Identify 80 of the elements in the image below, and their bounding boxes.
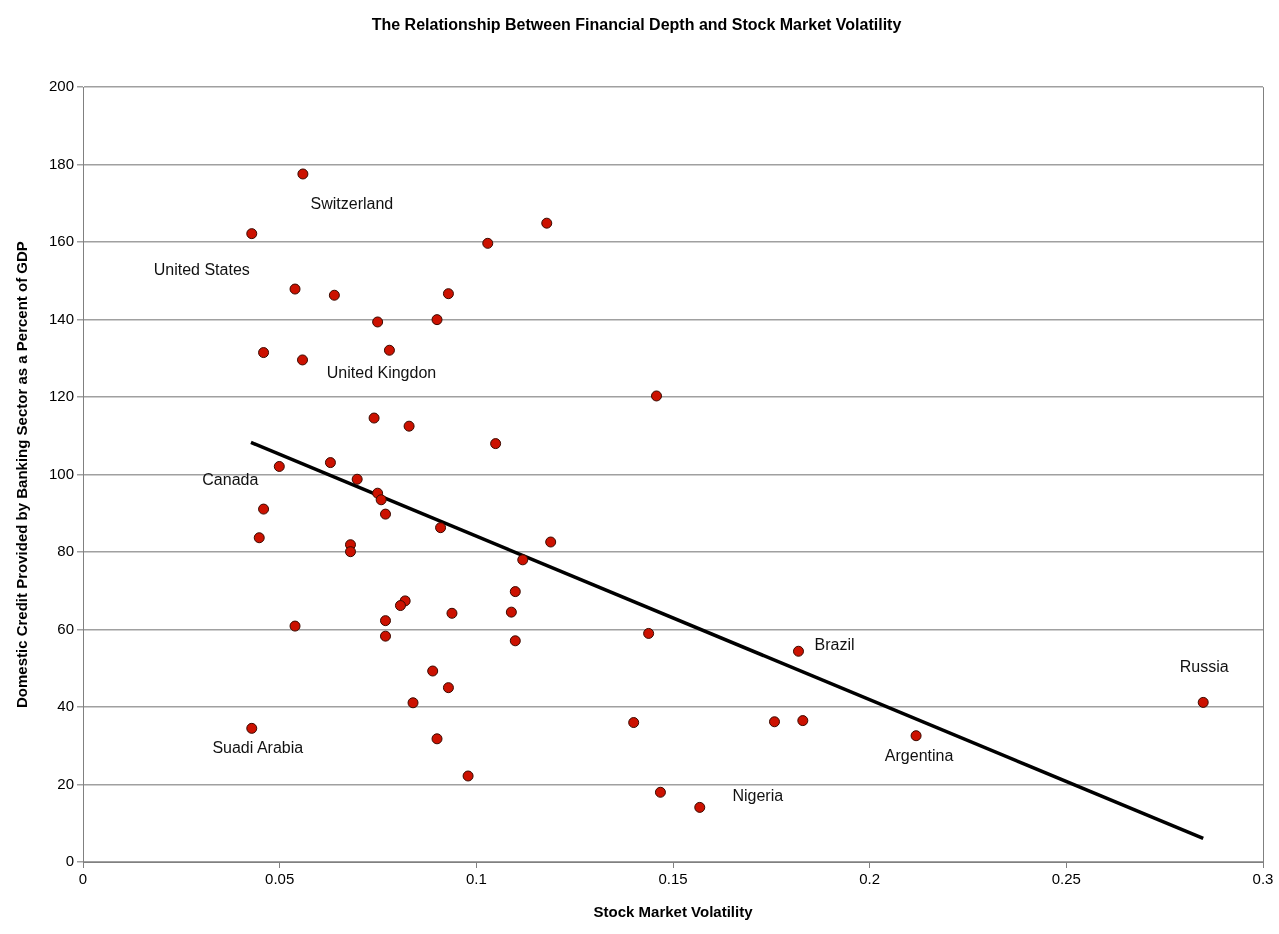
annotation: Argentina: [884, 747, 954, 765]
point: [328, 289, 340, 301]
point: [324, 457, 336, 469]
y-tick-label: 140: [49, 309, 75, 327]
annotation: Russia: [1179, 657, 1229, 675]
y-tick-label: 160: [49, 232, 75, 250]
point: [379, 630, 391, 642]
point: [442, 682, 454, 694]
point: [297, 354, 308, 366]
point: [509, 586, 521, 598]
point: [792, 645, 804, 657]
point: [289, 283, 301, 295]
y-tick-label: 0: [65, 852, 75, 870]
point: [797, 715, 809, 727]
point: [462, 770, 474, 782]
y-tick-label: 80: [57, 542, 75, 560]
chart-title: The Relationship Between Financial Depth and Stock Market Volatility: [371, 16, 902, 34]
point: [344, 546, 356, 558]
point: [379, 508, 391, 520]
point: [368, 412, 380, 424]
point: [442, 288, 454, 300]
annotation: United Kingdon: [326, 364, 437, 382]
point: [258, 347, 270, 359]
y-tick-label: 60: [57, 619, 75, 637]
point: [246, 228, 258, 240]
point: [490, 438, 502, 450]
point: [403, 420, 415, 432]
y-tick-label: 180: [49, 154, 75, 172]
annotation: United States: [153, 261, 250, 279]
x-tick-label: 0.05: [265, 870, 295, 888]
x-tick-label: 0.15: [658, 870, 688, 888]
point: [246, 722, 258, 734]
y-tick-label: 40: [57, 697, 75, 715]
x-tick-label: 0.25: [1051, 870, 1081, 888]
x-tick-label: 0.2: [859, 870, 881, 888]
point: [394, 600, 406, 612]
annotation: Nigeria: [732, 786, 784, 804]
x-tick-label: 0.1: [465, 870, 487, 888]
y-tick-label: 200: [49, 77, 75, 95]
point: [351, 473, 363, 485]
y-tick-label: 120: [49, 387, 75, 405]
point: [253, 532, 265, 544]
point: [509, 635, 521, 647]
point: [517, 554, 529, 566]
point: [375, 494, 387, 506]
x-tick-label: 0.3: [1252, 870, 1274, 888]
x-axis-title: Stock Market Volatility: [593, 903, 754, 921]
annotation: Canada: [202, 470, 259, 488]
point: [694, 801, 706, 813]
x-tick-label: 0: [78, 870, 88, 888]
point: [910, 730, 922, 742]
annotation: Switzerland: [310, 195, 394, 213]
point: [431, 314, 443, 326]
point: [628, 717, 640, 729]
y-tick-label: 100: [49, 464, 75, 482]
point: [541, 217, 553, 229]
point: [372, 316, 384, 328]
point: [379, 615, 391, 627]
point: [431, 733, 443, 745]
point: [297, 168, 309, 180]
point: [407, 697, 419, 709]
point: [643, 627, 655, 639]
point: [383, 344, 395, 356]
annotation: Suadi Arabia: [212, 738, 304, 756]
point: [482, 237, 494, 249]
point: [446, 607, 458, 619]
point: [650, 390, 662, 402]
point: [273, 460, 285, 472]
point: [505, 606, 517, 618]
point: [435, 522, 447, 534]
point: [1197, 696, 1209, 708]
point: [289, 620, 301, 632]
point: [768, 716, 780, 728]
point: [654, 786, 666, 798]
point: [545, 536, 557, 548]
annotation: Brazil: [814, 635, 855, 653]
point: [427, 665, 439, 677]
y-tick-label: 20: [57, 774, 75, 792]
y-axis-title: Domestic Credit Provided by Banking Sector as a Percent of GDP: [13, 241, 31, 708]
point: [258, 503, 270, 515]
